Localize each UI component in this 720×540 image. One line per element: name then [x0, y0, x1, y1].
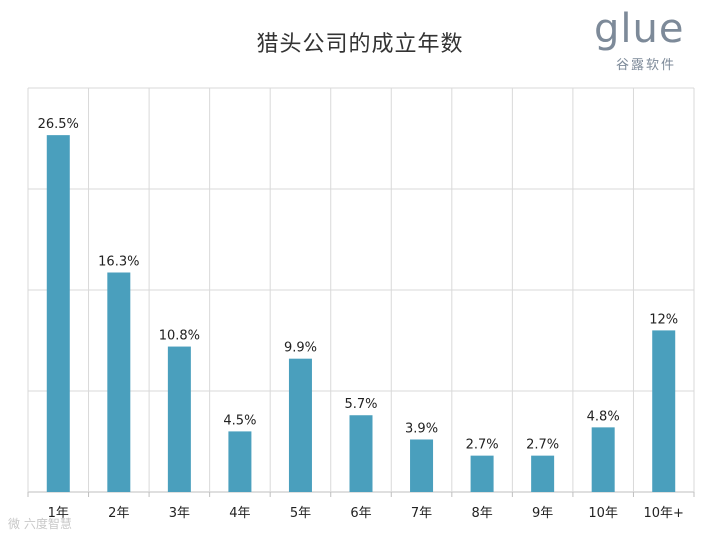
bar — [652, 330, 676, 492]
bar — [349, 415, 373, 492]
x-tick-label: 6年 — [350, 506, 371, 521]
x-tick-label: 1年 — [48, 506, 69, 521]
x-tick-label: 4年 — [229, 506, 250, 521]
bar — [107, 272, 131, 492]
data-label: 3.9% — [405, 421, 438, 436]
watermark: 微 六度智慧 — [8, 517, 72, 531]
chart-title: 猎头公司的成立年数 — [256, 32, 464, 57]
bar — [591, 427, 615, 492]
bar — [531, 455, 555, 492]
data-label: 4.5% — [223, 413, 256, 428]
logo-subtitle: 谷露软件 — [616, 58, 677, 73]
data-label: 4.8% — [587, 409, 620, 424]
data-label: 10.8% — [159, 329, 200, 344]
x-tick-label: 2年 — [108, 506, 129, 521]
logo-wordmark: glue — [594, 6, 685, 52]
x-tick-label: 5年 — [290, 506, 311, 521]
data-label: 16.3% — [98, 254, 139, 269]
x-tick-labels: 1年 2年 3年 4年 5年 6年 7年 8年 9年 10年 10年+ — [48, 506, 684, 521]
bar — [46, 135, 70, 492]
data-labels: 26.5% 16.3% 10.8% 4.5% 9.9% 5.7% 3.9% 2.7% 2.7% 4… — [38, 117, 679, 453]
x-tick-label: 9年 — [532, 506, 553, 521]
bar — [470, 455, 494, 492]
data-label: 2.7% — [466, 438, 499, 453]
x-tick-label: 10年 — [588, 506, 618, 521]
x-tick-label: 8年 — [471, 506, 492, 521]
bars — [46, 135, 676, 492]
bar — [410, 439, 434, 492]
bar — [167, 346, 191, 492]
data-label: 26.5% — [38, 117, 79, 132]
x-tick-label: 10年+ — [644, 506, 684, 521]
data-label: 2.7% — [526, 438, 559, 453]
bar — [288, 358, 312, 492]
x-tick-label: 3年 — [169, 506, 190, 521]
x-tick-label: 7年 — [411, 506, 432, 521]
glue-logo: glue 谷露软件 — [576, 6, 706, 76]
data-label: 12% — [649, 312, 678, 327]
bar — [228, 431, 252, 492]
data-label: 5.7% — [344, 397, 377, 412]
grid-lines — [27, 87, 695, 497]
data-label: 9.9% — [284, 341, 317, 356]
